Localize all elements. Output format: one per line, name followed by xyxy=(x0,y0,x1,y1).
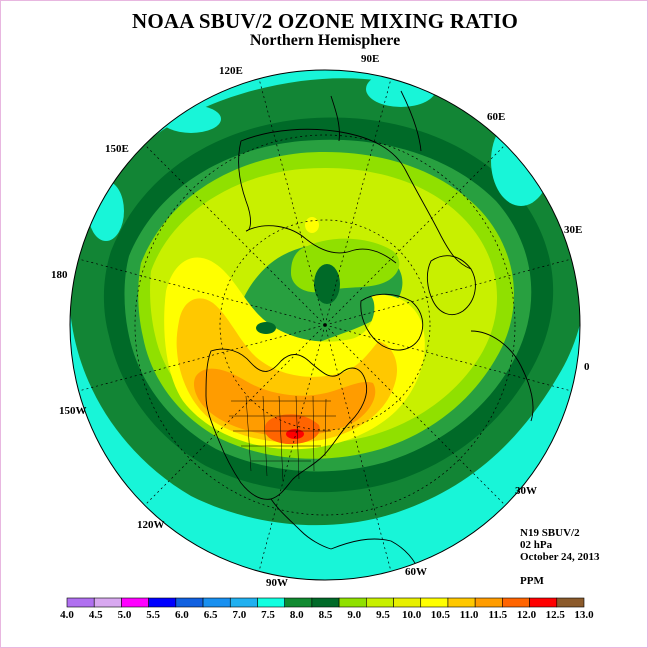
map-title: NOAA SBUV/2 OZONE MIXING RATIO xyxy=(132,9,518,33)
colorbar-tick-label: 6.5 xyxy=(203,609,218,621)
coast-europe xyxy=(426,255,476,315)
coast-africa xyxy=(470,330,534,422)
lon-label-180: 180 xyxy=(51,269,68,281)
map-border xyxy=(69,69,581,581)
coast-asia-east xyxy=(238,140,251,232)
lat-circle-30 xyxy=(134,134,516,516)
colorbar-tick-label: 4.0 xyxy=(60,609,74,621)
colorbar-tick-label: 9.0 xyxy=(347,609,362,621)
colorbar-swatch xyxy=(257,597,285,608)
colorbar-tick-label: 8.5 xyxy=(318,609,333,621)
field-7_5-blob-ne xyxy=(491,116,551,206)
lon-label-30w: 30W xyxy=(515,485,537,497)
lon-label-90w: 90W xyxy=(266,577,288,589)
coast-india xyxy=(330,95,340,142)
field-7_5-blob-n xyxy=(366,71,436,107)
lon-label-90e: 90E xyxy=(361,53,380,65)
colorbar-swatch xyxy=(393,597,422,608)
state-grid xyxy=(229,395,336,482)
info-satellite: N19 SBUV/2 xyxy=(520,527,580,539)
colorbar-swatch xyxy=(93,597,122,608)
colorbar-swatch xyxy=(148,597,177,608)
field-8_5-spot-west xyxy=(256,322,276,334)
colorbar-tick-label: 13.0 xyxy=(574,609,594,621)
colorbar-swatch xyxy=(284,597,313,608)
colorbar-swatch xyxy=(556,597,585,608)
colorbar-tick-label: 12.5 xyxy=(545,609,565,621)
colorbar-swatch xyxy=(66,597,95,608)
coast-siberia xyxy=(245,225,397,264)
lon-label-150w: 150W xyxy=(59,405,87,417)
colorbar-tick-label: 7.0 xyxy=(232,609,247,621)
colorbar-tick-label: 8.0 xyxy=(289,609,304,621)
colorbar-swatch xyxy=(447,597,476,608)
colorbar-swatch xyxy=(474,597,503,608)
colorbar-tick-label: 10.0 xyxy=(402,609,422,621)
colorbar xyxy=(66,597,585,608)
colorbar-swatch xyxy=(420,597,449,608)
colorbar-swatch xyxy=(229,597,258,608)
field-12_0 xyxy=(264,414,320,445)
colorbar-swatch xyxy=(502,597,530,608)
field-7_5-blob-nw xyxy=(161,105,221,133)
field-10_5-spot xyxy=(305,217,319,233)
lon-label-120w: 120W xyxy=(137,519,165,531)
colorbar-tick-label: 5.0 xyxy=(117,609,132,621)
colorbar-swatch xyxy=(338,597,367,608)
colorbar-tick-label: 11.0 xyxy=(459,609,479,621)
info-units: PPM xyxy=(520,575,544,587)
lon-label-60e: 60E xyxy=(487,111,506,123)
colorbar-tick-label: 9.5 xyxy=(376,609,390,621)
field-12_5 xyxy=(286,429,304,439)
coast-north-america xyxy=(205,348,368,500)
lon-label-120e: 120E xyxy=(219,65,243,77)
colorbar-swatch xyxy=(311,597,340,608)
lon-label-0: 0 xyxy=(584,361,590,373)
lon-label-60w: 60W xyxy=(405,566,427,578)
colorbar-tick-label: 7.5 xyxy=(261,609,275,621)
colorbar-tick-label: 12.0 xyxy=(516,609,537,621)
graticule xyxy=(78,78,572,572)
map-subtitle: Northern Hemisphere xyxy=(249,32,401,49)
colorbar-swatch xyxy=(202,597,231,608)
lat-circle-60 xyxy=(219,219,431,431)
info-level: 02 hPa xyxy=(520,539,553,551)
coast-arabia xyxy=(400,90,422,152)
ozone-field xyxy=(70,70,580,580)
colorbar-swatch xyxy=(366,597,394,608)
colorbar-tick-label: 10.5 xyxy=(430,609,450,621)
lon-label-30e: 30E xyxy=(564,224,583,236)
colorbar-swatch xyxy=(121,597,149,608)
us-state-lines xyxy=(229,395,336,482)
field-11_5 xyxy=(193,368,376,437)
colorbar-tick-label: 4.5 xyxy=(88,609,103,621)
colorbar-swatch xyxy=(529,597,558,608)
field-7_5-blob-w xyxy=(88,181,124,241)
colorbar-tick-label: 6.0 xyxy=(175,609,189,621)
colorbar-tick-label: 11.5 xyxy=(488,609,508,621)
coast-eurasia xyxy=(240,128,472,270)
info-date: October 24, 2013 xyxy=(520,551,600,563)
colorbar-swatch xyxy=(175,597,204,608)
field-8_5-spot-pole xyxy=(314,264,340,304)
coast-greenland xyxy=(360,293,424,351)
lon-label-150e: 150E xyxy=(105,143,129,155)
colorbar-tick-label: 5.5 xyxy=(146,609,161,621)
